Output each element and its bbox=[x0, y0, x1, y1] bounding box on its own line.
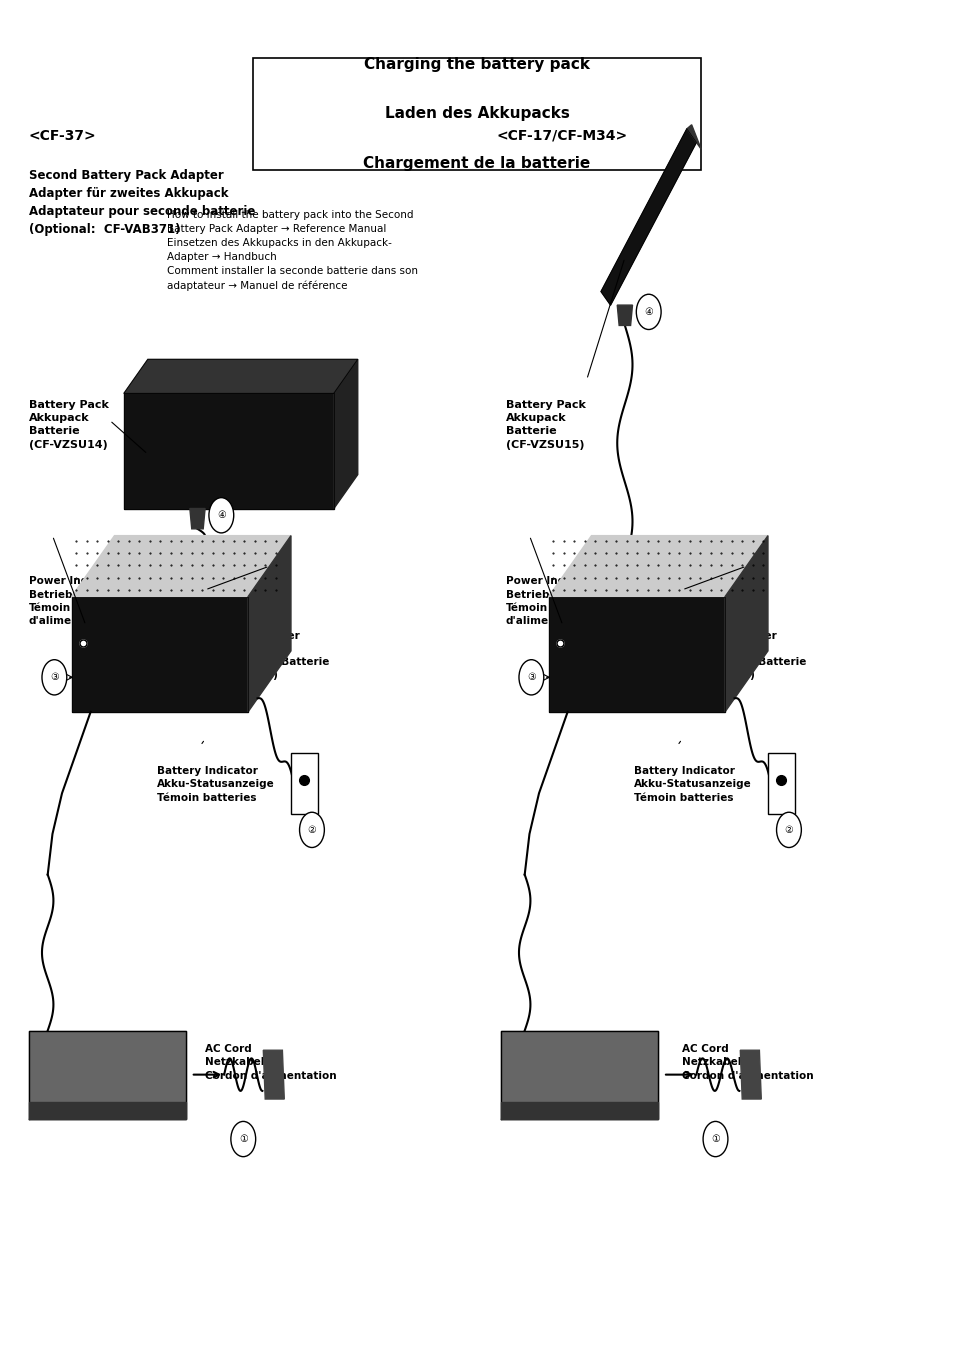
Circle shape bbox=[299, 812, 324, 848]
Polygon shape bbox=[291, 753, 317, 814]
Polygon shape bbox=[724, 536, 767, 712]
Text: ②: ② bbox=[783, 824, 793, 835]
Polygon shape bbox=[190, 508, 205, 529]
Text: ②: ② bbox=[307, 824, 316, 835]
Text: ①: ① bbox=[710, 1134, 720, 1144]
Polygon shape bbox=[548, 597, 724, 712]
Polygon shape bbox=[600, 129, 696, 305]
Text: ④: ④ bbox=[216, 510, 226, 521]
Text: Battery Indicator
Akku-Statusanzeige
Témoin batteries: Battery Indicator Akku-Statusanzeige Tém… bbox=[157, 766, 274, 803]
Text: How to install the battery pack into the Second
Battery Pack Adapter → Reference: How to install the battery pack into the… bbox=[167, 210, 417, 292]
Circle shape bbox=[702, 1121, 727, 1157]
Polygon shape bbox=[29, 1102, 186, 1119]
Polygon shape bbox=[500, 1031, 658, 1119]
Polygon shape bbox=[71, 597, 248, 712]
Polygon shape bbox=[71, 536, 291, 597]
Polygon shape bbox=[334, 359, 357, 508]
Text: <CF-17/CF-M34>: <CF-17/CF-M34> bbox=[496, 129, 626, 142]
Text: Battery Charger
Akkuladegerät
Chargeur de Batterie
(CF-VCB371): Battery Charger Akkuladegerät Chargeur d… bbox=[205, 631, 329, 681]
Circle shape bbox=[209, 498, 233, 533]
Circle shape bbox=[518, 660, 543, 696]
Circle shape bbox=[776, 812, 801, 848]
Circle shape bbox=[231, 1121, 255, 1157]
Text: AC Adapter
Netzadapter
Adaptateur secteur
(CF-AA1527): AC Adapter Netzadapter Adaptateur secteu… bbox=[505, 1044, 626, 1094]
Polygon shape bbox=[124, 359, 357, 393]
Text: Power Indicator
Betriebsanzeige
Témoin
d'alimentation: Power Indicator Betriebsanzeige Témoin d… bbox=[505, 576, 600, 626]
Text: AC Adapter
Netzadapter
Adaptateur secteur
(CF-AA1639): AC Adapter Netzadapter Adaptateur secteu… bbox=[29, 1044, 150, 1094]
Polygon shape bbox=[263, 1050, 284, 1098]
Text: ④: ④ bbox=[643, 306, 653, 317]
Text: ①: ① bbox=[238, 1134, 248, 1144]
Circle shape bbox=[42, 660, 67, 696]
Text: AC Cord
Netzkabel
Cordon d'alimentation: AC Cord Netzkabel Cordon d'alimentation bbox=[681, 1044, 813, 1081]
Text: ③: ③ bbox=[50, 673, 59, 682]
Text: Power Indicator
Betriebsanzeige
Témoin
d'alimentation: Power Indicator Betriebsanzeige Témoin d… bbox=[29, 576, 124, 626]
Text: Second Battery Pack Adapter
Adapter für zweites Akkupack
Adaptateur pour seconde: Second Battery Pack Adapter Adapter für … bbox=[29, 170, 254, 236]
Polygon shape bbox=[617, 305, 632, 325]
Polygon shape bbox=[248, 536, 291, 712]
Text: AC Cord
Netzkabel
Cordon d'alimentation: AC Cord Netzkabel Cordon d'alimentation bbox=[205, 1044, 336, 1081]
Polygon shape bbox=[500, 1102, 658, 1119]
Text: ③: ③ bbox=[526, 673, 536, 682]
Text: Battery Pack
Akkupack
Batterie
(CF-VZSU14): Battery Pack Akkupack Batterie (CF-VZSU1… bbox=[29, 400, 109, 450]
Polygon shape bbox=[686, 125, 700, 149]
Polygon shape bbox=[767, 753, 794, 814]
Circle shape bbox=[636, 294, 660, 330]
Polygon shape bbox=[740, 1050, 760, 1098]
FancyBboxPatch shape bbox=[253, 58, 700, 170]
Polygon shape bbox=[124, 393, 334, 508]
Text: Battery Pack
Akkupack
Batterie
(CF-VZSU15): Battery Pack Akkupack Batterie (CF-VZSU1… bbox=[505, 400, 585, 450]
Polygon shape bbox=[548, 536, 767, 597]
Text: <CF-37>: <CF-37> bbox=[29, 129, 96, 142]
Text: Battery Indicator
Akku-Statusanzeige
Témoin batteries: Battery Indicator Akku-Statusanzeige Tém… bbox=[634, 766, 751, 803]
Text: Charging the battery pack

Laden des Akkupacks

Chargement de la batterie: Charging the battery pack Laden des Akku… bbox=[363, 57, 590, 171]
Polygon shape bbox=[29, 1031, 186, 1119]
Text: Battery Charger
Akkuladegerät
Chargeur de Batterie
(CF-VCB371): Battery Charger Akkuladegerät Chargeur d… bbox=[681, 631, 805, 681]
